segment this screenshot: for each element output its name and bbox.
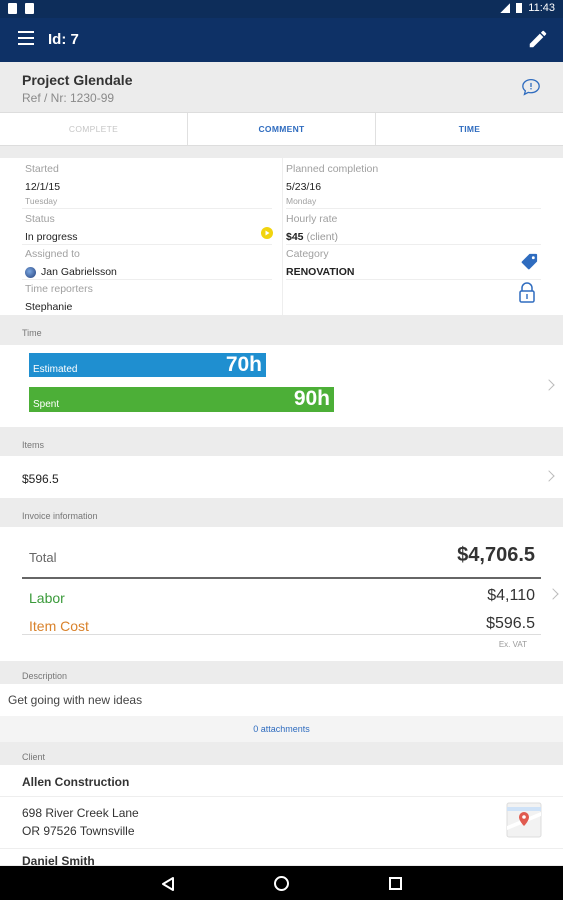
chevron-right-icon[interactable] <box>543 470 555 482</box>
labor-label: Labor <box>29 590 65 606</box>
items-total: $596.5 <box>22 472 59 486</box>
time-section-header: Time <box>0 315 563 345</box>
system-nav-bar <box>0 866 563 900</box>
vat-note: Ex. VAT <box>498 640 527 649</box>
client-address-line1: 698 River Creek Lane <box>22 806 139 820</box>
avatar <box>25 266 36 278</box>
comment-bubble-icon[interactable] <box>521 78 541 96</box>
total-value: $4,706.5 <box>457 544 535 566</box>
client-address-line2: OR 97526 Townsville <box>22 824 135 838</box>
home-icon[interactable] <box>273 875 290 892</box>
client-block[interactable]: Allen Construction 698 River Creek Lane … <box>0 765 563 868</box>
menu-icon[interactable] <box>18 31 34 45</box>
details-grid: Started 12/1/15 Tuesday Planned completi… <box>0 158 563 315</box>
edit-pencil-icon[interactable] <box>527 28 549 50</box>
item-cost-label: Item Cost <box>29 618 89 634</box>
tab-time[interactable]: TIME <box>458 124 481 134</box>
signal-icon <box>500 3 511 13</box>
recents-icon[interactable] <box>388 876 403 891</box>
tag-icon[interactable] <box>520 252 539 271</box>
estimated-bar: Estimated 70h <box>29 353 266 377</box>
items-section-header: Items <box>0 427 563 457</box>
assigned-to-field[interactable]: Assigned to Jan Gabrielsson <box>25 248 117 278</box>
labor-value: $4,110 <box>487 587 535 604</box>
lock-icon[interactable] <box>518 282 536 304</box>
category-field[interactable]: Category RENOVATION <box>286 248 355 278</box>
item-cost-value: $596.5 <box>486 615 535 632</box>
time-reporters-field[interactable]: Time reporters Stephanie <box>25 283 93 313</box>
started-field: Started 12/1/15 Tuesday <box>25 163 61 206</box>
project-header: Project Glendale Ref / Nr: 1230-99 <box>0 62 563 112</box>
client-name: Allen Construction <box>22 775 130 789</box>
tab-comment[interactable]: COMMENT <box>188 113 376 145</box>
battery-icon <box>516 3 523 13</box>
planned-completion-field: Planned completion 5/23/16 Monday <box>286 163 379 206</box>
time-block[interactable]: Estimated 70h Spent 90h <box>0 345 563 427</box>
map-icon[interactable] <box>506 802 542 838</box>
notification-icons <box>8 3 34 14</box>
clock: 11:43 <box>528 2 555 14</box>
description-section-header: Description <box>0 661 563 684</box>
app-bar: Id: 7 <box>0 18 563 62</box>
invoice-section-header: Invoice information <box>0 498 563 528</box>
status-field[interactable]: Status In progress <box>25 213 78 243</box>
description-block: Get going with new ideas <box>0 684 563 716</box>
attachments-link[interactable]: 0 attachments <box>0 716 563 742</box>
chevron-right-icon[interactable] <box>543 379 555 391</box>
tab-complete[interactable]: COMPLETE <box>0 113 188 145</box>
action-tabs: COMPLETE COMMENT TIME <box>0 112 563 146</box>
client-section-header: Client <box>0 742 563 765</box>
back-icon[interactable] <box>160 876 176 892</box>
notification-icon <box>8 3 17 14</box>
description-text: Get going with new ideas <box>8 693 143 707</box>
play-status-icon[interactable] <box>261 227 273 239</box>
total-divider <box>22 577 541 579</box>
invoice-divider <box>22 634 541 635</box>
spent-bar: Spent 90h <box>29 387 334 412</box>
chevron-right-icon[interactable] <box>547 588 559 600</box>
project-title: Project Glendale <box>22 72 133 88</box>
client-contact: Daniel Smith <box>22 854 95 868</box>
items-row[interactable]: $596.5 <box>0 456 563 498</box>
status-bar: 11:43 <box>0 0 563 18</box>
download-icon <box>25 3 34 14</box>
project-ref: Ref / Nr: 1230-99 <box>22 91 115 105</box>
page-title: Id: 7 <box>48 31 79 48</box>
invoice-block[interactable]: Total $4,706.5 Labor $4,110 Item Cost $5… <box>0 527 563 661</box>
total-label: Total <box>29 550 57 565</box>
hourly-rate-field: Hourly rate $45 (client) <box>286 213 338 243</box>
